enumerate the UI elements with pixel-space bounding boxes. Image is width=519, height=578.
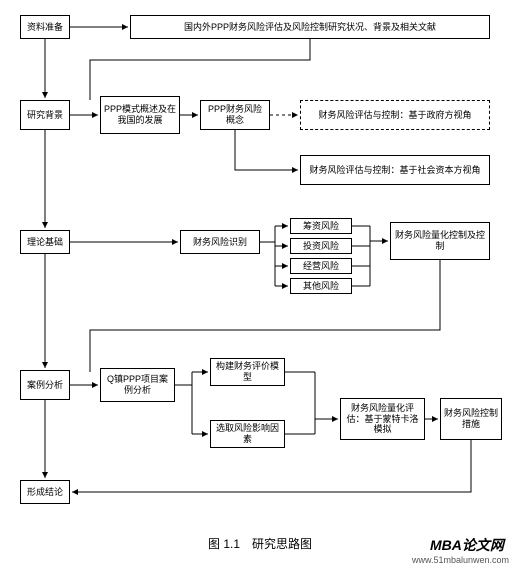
node-ppp-overview: PPP模式概述及在我国的发展 bbox=[100, 96, 180, 134]
node-case-analysis: 案例分析 bbox=[20, 370, 70, 400]
node-risk-identify: 财务风险识别 bbox=[180, 230, 260, 254]
watermark: MBA论文网 bbox=[430, 535, 504, 555]
node-literature: 国内外PPP财务风险评估及风险控制研究状况、背景及相关文献 bbox=[130, 15, 490, 39]
node-financing-risk: 筹资风险 bbox=[290, 218, 352, 234]
node-ppp-risk-concept: PPP财务风险概念 bbox=[200, 100, 270, 130]
figure-caption: 图 1.1 研究思路图 bbox=[170, 535, 350, 552]
node-monte-carlo: 财务风险量化评估：基于蒙特卡洛模拟 bbox=[340, 398, 425, 440]
node-research-bg: 研究背景 bbox=[20, 100, 70, 130]
node-gov-perspective: 财务风险评估与控制：基于政府方视角 bbox=[300, 100, 490, 130]
node-materials: 资料准备 bbox=[20, 15, 70, 39]
arrows-layer bbox=[0, 0, 519, 578]
node-risk-control-measures: 财务风险控制措施 bbox=[440, 398, 502, 440]
node-other-risk: 其他风险 bbox=[290, 278, 352, 294]
node-social-capital: 财务风险评估与控制：基于社会资本方视角 bbox=[300, 155, 490, 185]
node-q-town: Q镇PPP项目案例分析 bbox=[100, 368, 175, 402]
node-build-model: 构建财务评价模型 bbox=[210, 358, 285, 386]
flowchart-canvas: 资料准备 国内外PPP财务风险评估及风险控制研究状况、背景及相关文献 研究背景 … bbox=[0, 0, 519, 578]
node-operation-risk: 经营风险 bbox=[290, 258, 352, 274]
node-conclusion: 形成结论 bbox=[20, 480, 70, 504]
watermark-url: www.51mbalunwen.com bbox=[412, 555, 509, 565]
node-risk-quant-ctrl: 财务风险量化控制及控制 bbox=[390, 222, 490, 260]
node-select-factors: 选取风险影响因素 bbox=[210, 420, 285, 448]
node-theory: 理论基础 bbox=[20, 230, 70, 254]
node-investment-risk: 投资风险 bbox=[290, 238, 352, 254]
